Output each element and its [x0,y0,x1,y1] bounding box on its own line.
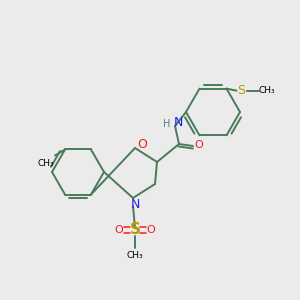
Text: H: H [163,119,171,129]
Text: CH₃: CH₃ [127,251,143,260]
Text: CH₃: CH₃ [38,159,54,168]
Text: CH₃: CH₃ [258,86,275,95]
Text: O: O [137,139,147,152]
Text: N: N [173,116,183,130]
Text: O: O [147,225,155,235]
Text: S: S [238,84,245,97]
Text: S: S [130,223,140,238]
Text: O: O [115,225,123,235]
Text: N: N [130,199,140,212]
Text: O: O [195,140,203,150]
